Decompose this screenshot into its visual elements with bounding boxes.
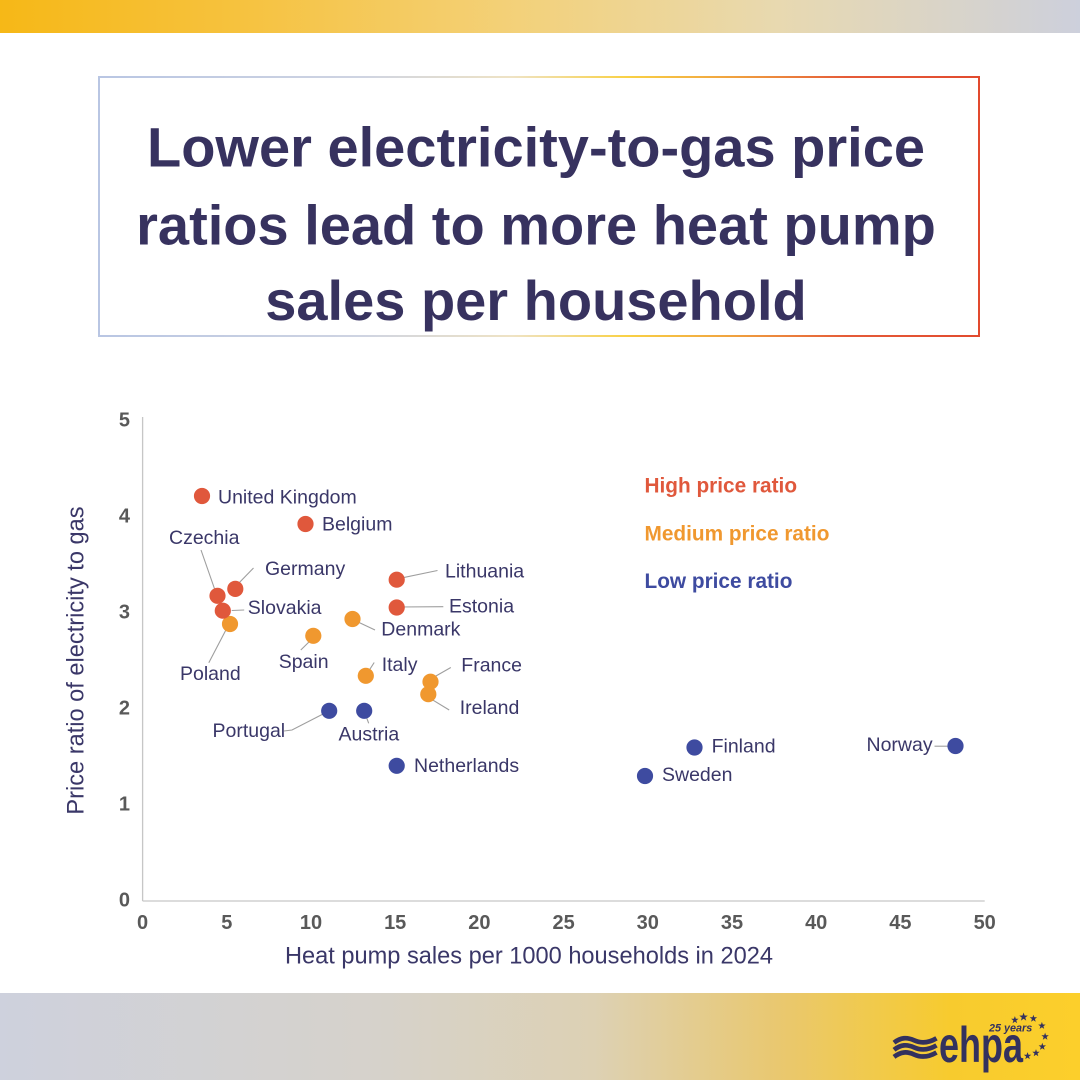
svg-text:Sweden: Sweden bbox=[662, 764, 732, 786]
svg-text:High price ratio: High price ratio bbox=[645, 474, 798, 497]
svg-text:20: 20 bbox=[468, 912, 490, 934]
svg-text:25 years: 25 years bbox=[988, 1023, 1032, 1035]
svg-text:25: 25 bbox=[552, 912, 574, 934]
svg-text:Medium price ratio: Medium price ratio bbox=[645, 523, 830, 546]
svg-text:sales per household: sales per household bbox=[265, 269, 807, 332]
svg-text:Netherlands: Netherlands bbox=[414, 755, 519, 777]
svg-text:Norway: Norway bbox=[867, 734, 933, 756]
svg-text:1: 1 bbox=[119, 794, 130, 816]
svg-text:35: 35 bbox=[721, 912, 743, 934]
svg-text:Low price ratio: Low price ratio bbox=[645, 570, 793, 593]
svg-text:40: 40 bbox=[805, 912, 827, 934]
svg-text:Slovakia: Slovakia bbox=[248, 597, 322, 619]
svg-text:Germany: Germany bbox=[265, 558, 345, 580]
svg-text:ehpa: ehpa bbox=[939, 1017, 1024, 1073]
svg-text:Price ratio of electricity to: Price ratio of electricity to gas bbox=[64, 506, 90, 814]
svg-text:2: 2 bbox=[119, 698, 130, 720]
svg-text:0: 0 bbox=[119, 890, 130, 912]
svg-text:Poland: Poland bbox=[180, 663, 241, 685]
svg-text:Czechia: Czechia bbox=[169, 527, 240, 549]
svg-text:Denmark: Denmark bbox=[381, 618, 460, 640]
svg-text:5: 5 bbox=[119, 410, 130, 432]
svg-text:ratios lead to more heat pump: ratios lead to more heat pump bbox=[136, 194, 936, 257]
svg-text:Belgium: Belgium bbox=[322, 513, 392, 535]
svg-text:United Kingdom: United Kingdom bbox=[218, 486, 357, 508]
svg-text:Spain: Spain bbox=[279, 651, 329, 673]
svg-text:3: 3 bbox=[119, 602, 130, 624]
svg-text:30: 30 bbox=[637, 912, 659, 934]
svg-text:10: 10 bbox=[300, 912, 322, 934]
svg-text:Portugal: Portugal bbox=[213, 720, 286, 742]
svg-text:Estonia: Estonia bbox=[449, 596, 514, 618]
svg-text:Austria: Austria bbox=[339, 724, 400, 746]
svg-text:Finland: Finland bbox=[712, 736, 776, 758]
svg-text:Heat pump sales per 1000 house: Heat pump sales per 1000 households in 2… bbox=[285, 944, 773, 970]
svg-text:15: 15 bbox=[384, 912, 406, 934]
svg-text:France: France bbox=[461, 655, 522, 677]
svg-text:Lithuania: Lithuania bbox=[445, 561, 524, 583]
svg-text:Italy: Italy bbox=[382, 654, 418, 676]
svg-text:45: 45 bbox=[889, 912, 911, 934]
svg-text:4: 4 bbox=[119, 506, 131, 528]
svg-text:5: 5 bbox=[221, 912, 232, 934]
svg-text:0: 0 bbox=[137, 912, 148, 934]
svg-text:Lower electricity-to-gas price: Lower electricity-to-gas price bbox=[147, 116, 925, 179]
svg-text:50: 50 bbox=[974, 912, 996, 934]
svg-text:Ireland: Ireland bbox=[460, 697, 520, 719]
